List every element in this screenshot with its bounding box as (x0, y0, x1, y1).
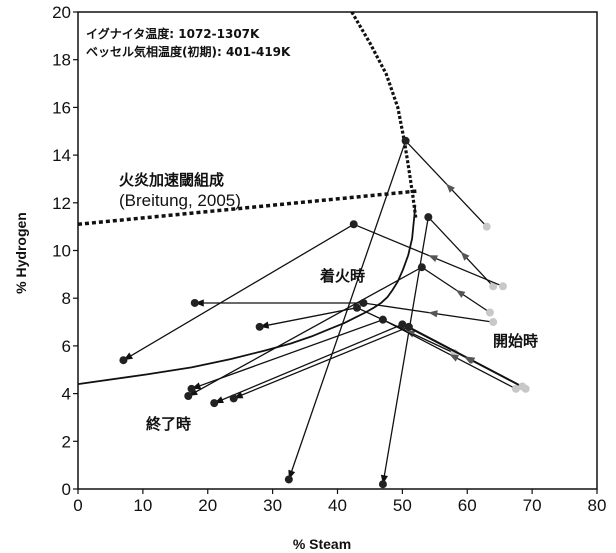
trajectory-ignition-marker (417, 263, 426, 272)
trajectory-start-marker (511, 384, 520, 393)
trajectory-start-marker (498, 282, 507, 291)
trajectory-arrowhead (428, 310, 438, 318)
steam-limit-line (350, 11, 418, 220)
trajectory-start-marker (489, 282, 498, 291)
trajectory-end-marker (119, 356, 128, 365)
trajectory-arrowhead (460, 251, 470, 261)
y-tick-label: 0 (62, 480, 71, 499)
trajectory-ignition-marker (398, 320, 407, 329)
vessel-temp-annotation: ベッセル気相温度(初期): 401-419K (86, 44, 291, 59)
curves-layer (77, 11, 419, 385)
y-tick-label: 16 (52, 98, 71, 117)
x-axis-label: % Steam (293, 536, 351, 552)
trajectory-line (123, 223, 504, 361)
trajectory-end-marker (187, 384, 196, 393)
y-tick-label: 2 (62, 432, 71, 451)
x-tick-label: 0 (73, 496, 82, 515)
trajectory-start-marker (485, 308, 494, 317)
trajectory-arrowhead (455, 289, 466, 298)
x-tick-label: 10 (133, 496, 152, 515)
trajectory-ignition-marker (378, 315, 387, 324)
trajectory-end-marker (378, 480, 387, 489)
trajectory-arrowhead (446, 183, 455, 193)
x-tick-label: 20 (198, 496, 217, 515)
ticks-layer: 0 10 20 30 40 50 60 70 80 0 2 4 6 8 10 12 14 16 18 20 (52, 3, 606, 515)
trajectory-line (233, 326, 523, 400)
flame-accel-label-1: 火炎加速閾組成 (119, 171, 224, 189)
end-label: 終了時 (146, 415, 191, 433)
x-tick-label: 70 (523, 496, 542, 515)
y-tick-label: 14 (52, 146, 71, 165)
trajectory-end-marker (255, 322, 264, 331)
trajectory-ignition-marker (349, 220, 358, 229)
flammability-limit-line (77, 205, 417, 385)
y-tick-label: 20 (52, 3, 71, 22)
trajectory-end-marker (210, 399, 219, 408)
trajectory-end-marker (190, 298, 199, 307)
trajectory-arrowhead (465, 356, 476, 365)
trajectory-arrowhead (428, 255, 439, 263)
trajectory-end-marker (284, 475, 293, 484)
trajectory-line (382, 215, 494, 485)
trajectory-ignition-marker (424, 213, 433, 222)
flame-accel-label-2: (Breitung, 2005) (119, 191, 241, 210)
trajectory-line (259, 307, 455, 354)
trajectory-line (191, 318, 517, 390)
y-tick-label: 8 (62, 289, 71, 308)
trajectory-ignition-marker (404, 322, 413, 331)
trajectory-end-marker (184, 391, 193, 400)
flame-acceleration-threshold-line (77, 189, 419, 227)
trajectories-layer (119, 136, 530, 489)
y-tick-label: 18 (52, 51, 71, 70)
trajectory-start-marker (482, 222, 491, 231)
trajectory-start-marker (518, 382, 527, 391)
trajectory-arrowhead (194, 299, 204, 307)
igniter-temp-annotation: イグナイタ温度: 1072-1307K (86, 26, 260, 41)
start-label: 開始時 (493, 332, 538, 350)
trajectory-arrowhead (449, 354, 460, 362)
trajectory-ignition-marker (352, 303, 361, 312)
trajectory-ignition-marker (401, 136, 410, 145)
x-tick-label: 60 (458, 496, 477, 515)
y-tick-label: 6 (62, 337, 71, 356)
x-tick-label: 80 (588, 496, 607, 515)
trajectory-ignition-marker (359, 298, 368, 307)
x-tick-label: 50 (393, 496, 412, 515)
ignition-label: 着火時 (319, 267, 365, 285)
trajectory-end-marker (229, 394, 238, 403)
y-tick-label: 12 (52, 194, 71, 213)
y-axis-label: % Hydrogen (13, 212, 29, 294)
y-tick-label: 10 (52, 242, 71, 261)
trajectory-start-marker (489, 318, 498, 327)
x-tick-label: 30 (263, 496, 282, 515)
y-tick-label: 4 (62, 385, 71, 404)
x-tick-label: 40 (328, 496, 347, 515)
trajectory-line (288, 139, 488, 480)
